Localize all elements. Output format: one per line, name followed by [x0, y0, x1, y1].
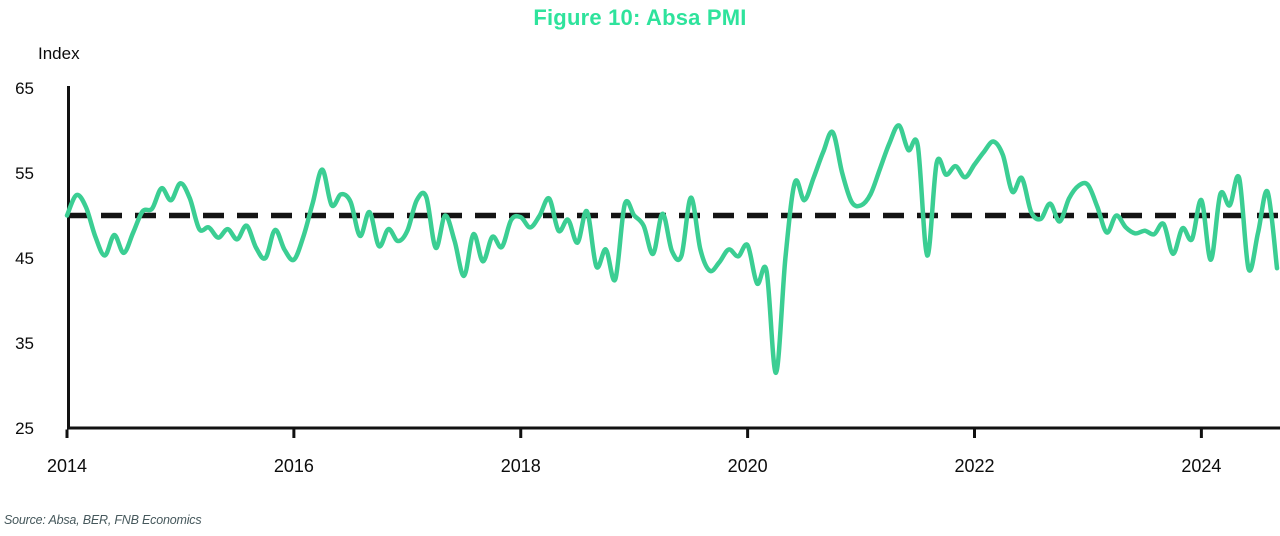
y-axis-unit-label: Index: [38, 44, 80, 63]
y-tick-label: 45: [15, 249, 34, 268]
x-tick-label: 2018: [501, 456, 541, 476]
y-tick-label: 25: [15, 419, 34, 438]
figure-title: Figure 10: Absa PMI: [533, 5, 747, 30]
pmi-series-line: [64, 123, 1280, 376]
x-tick-label: 2022: [954, 456, 994, 476]
x-tick-label: 2024: [1181, 456, 1221, 476]
y-tick-label: 65: [15, 79, 34, 98]
x-tick-label: 2014: [47, 456, 87, 476]
y-tick-label: 35: [15, 334, 34, 353]
x-tick-label: 2016: [274, 456, 314, 476]
y-tick-label: 55: [15, 164, 34, 183]
x-tick-label: 2020: [728, 456, 768, 476]
source-note: Source: Absa, BER, FNB Economics: [4, 513, 202, 527]
